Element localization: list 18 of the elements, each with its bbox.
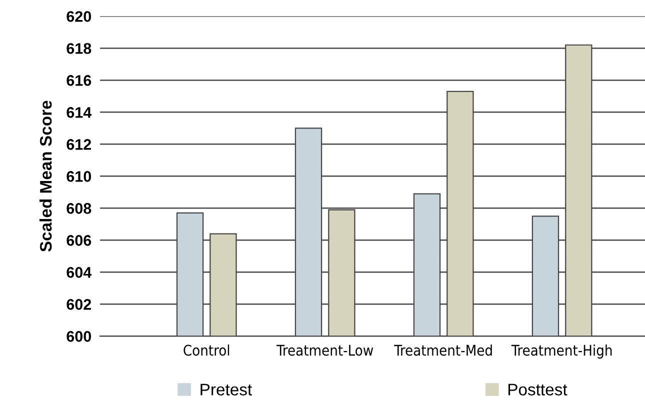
y-tick-label: 602 xyxy=(66,299,92,310)
x-tick-label: Treatment-Low xyxy=(276,344,374,356)
y-tick-label: 614 xyxy=(66,107,92,118)
x-tick-label: Treatment-High xyxy=(511,344,612,359)
legend-label: Posttest xyxy=(508,384,568,396)
x-tick-label: Control xyxy=(184,344,230,356)
x-tick-label: Treatment-Med xyxy=(394,344,492,356)
y-tick-label: 618 xyxy=(66,43,92,54)
legend-label: Pretest xyxy=(200,384,252,396)
y-tick-label: 610 xyxy=(66,171,92,182)
y-axis-title: Scaled Mean Score xyxy=(40,100,52,252)
y-tick-label: 620 xyxy=(66,11,92,22)
y-tick-label: 600 xyxy=(66,331,92,342)
y-tick-label: 612 xyxy=(66,139,92,150)
y-tick-label: 604 xyxy=(66,267,92,278)
y-tick-label: 608 xyxy=(66,203,92,214)
y-tick-label: 616 xyxy=(66,75,92,86)
y-tick-label: 606 xyxy=(66,235,92,246)
